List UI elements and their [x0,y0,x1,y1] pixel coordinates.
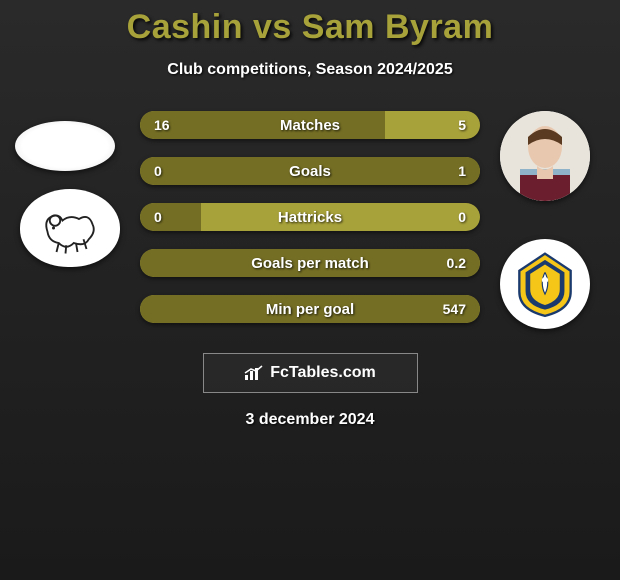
stat-row: 00Hattricks [140,203,480,231]
player-right-avatar [500,111,590,201]
club-left-badge [20,189,120,267]
stat-bars: 165Matches 01Goals 00Hattricks 0.2Goals per… [140,111,480,341]
stat-row: 547Min per goal [140,295,480,323]
stat-label: Min per goal [140,295,480,323]
subtitle: Club competitions, Season 2024/2025 [0,61,620,79]
derby-ram-icon [30,198,110,258]
stat-label: Hattricks [140,203,480,231]
chart-icon [244,365,264,381]
page-title: Cashin vs Sam Byram [0,8,620,47]
stat-row: 165Matches [140,111,480,139]
stat-label: Goals per match [140,249,480,277]
player-left-avatar [15,121,115,171]
leeds-badge-icon [510,249,580,319]
stat-row: 0.2Goals per match [140,249,480,277]
club-right-badge [500,239,590,329]
content-area: 165Matches 01Goals 00Hattricks 0.2Goals per… [0,111,620,341]
stat-label: Goals [140,157,480,185]
stat-label: Matches [140,111,480,139]
watermark-text: FcTables.com [270,364,376,382]
watermark: FcTables.com [203,353,418,393]
date-label: 3 december 2024 [0,411,620,429]
stat-row: 01Goals [140,157,480,185]
comparison-card: Cashin vs Sam Byram Club competitions, S… [0,0,620,429]
player-photo-icon [500,111,590,201]
